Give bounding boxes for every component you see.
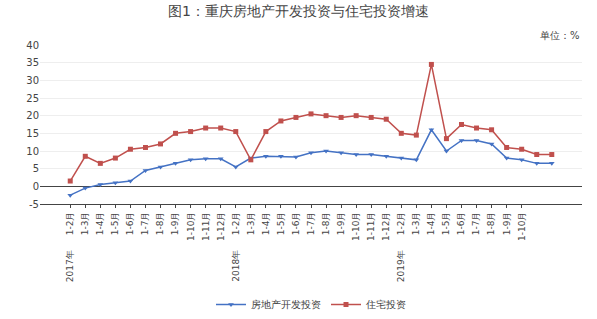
svg-text:1-8月: 1-8月 [155,212,165,236]
svg-text:-5: -5 [29,199,39,210]
svg-text:单位：%: 单位：% [540,30,580,41]
svg-text:1-11月: 1-11月 [366,212,376,241]
svg-text:20: 20 [26,110,39,121]
svg-text:1-4月: 1-4月 [261,212,271,236]
svg-text:1-9月: 1-9月 [336,212,346,236]
svg-text:1-5月: 1-5月 [110,212,120,236]
svg-text:25: 25 [26,93,39,104]
svg-text:1-7月: 1-7月 [140,212,150,236]
svg-text:1-7月: 1-7月 [306,212,316,236]
svg-text:15: 15 [26,128,39,139]
svg-text:1-5月: 1-5月 [441,212,451,236]
svg-text:0: 0 [33,181,39,192]
svg-text:1-5月: 1-5月 [276,212,286,236]
svg-text:40: 40 [26,40,39,51]
svg-text:房地产开发投资: 房地产开发投资 [251,299,321,310]
svg-text:2019年: 2019年 [396,250,406,282]
svg-text:1-10月: 1-10月 [186,212,196,241]
svg-text:1-3月: 1-3月 [246,212,256,236]
svg-text:图1：重庆房地产开发投资与住宅投资增速: 图1：重庆房地产开发投资与住宅投资增速 [168,3,429,19]
svg-text:1-6月: 1-6月 [125,212,135,236]
svg-text:1-6月: 1-6月 [456,212,466,236]
svg-text:1-2月: 1-2月 [396,212,406,236]
svg-text:1-2月: 1-2月 [231,212,241,236]
svg-text:1-10月: 1-10月 [517,212,527,241]
svg-text:1-3月: 1-3月 [411,212,421,236]
svg-text:1-4月: 1-4月 [95,212,105,236]
svg-text:1-2月: 1-2月 [65,212,75,236]
svg-text:2017年: 2017年 [65,250,75,282]
svg-text:1-8月: 1-8月 [321,212,331,236]
svg-text:35: 35 [26,57,39,68]
svg-text:1-8月: 1-8月 [487,212,497,236]
svg-text:住宅投资: 住宅投资 [366,299,406,310]
svg-text:1-9月: 1-9月 [502,212,512,236]
svg-text:2018年: 2018年 [231,250,241,282]
svg-text:1-11月: 1-11月 [201,212,211,241]
svg-text:10: 10 [26,146,39,157]
svg-text:1-7月: 1-7月 [471,212,481,236]
svg-text:1-6月: 1-6月 [291,212,301,236]
svg-text:30: 30 [26,75,39,86]
svg-text:1-12月: 1-12月 [216,212,226,241]
svg-text:1-12月: 1-12月 [381,212,391,241]
svg-text:1-10月: 1-10月 [351,212,361,241]
svg-text:5: 5 [33,163,39,174]
svg-text:1-3月: 1-3月 [80,212,90,236]
svg-text:1-9月: 1-9月 [170,212,180,236]
svg-text:1-4月: 1-4月 [426,212,436,236]
